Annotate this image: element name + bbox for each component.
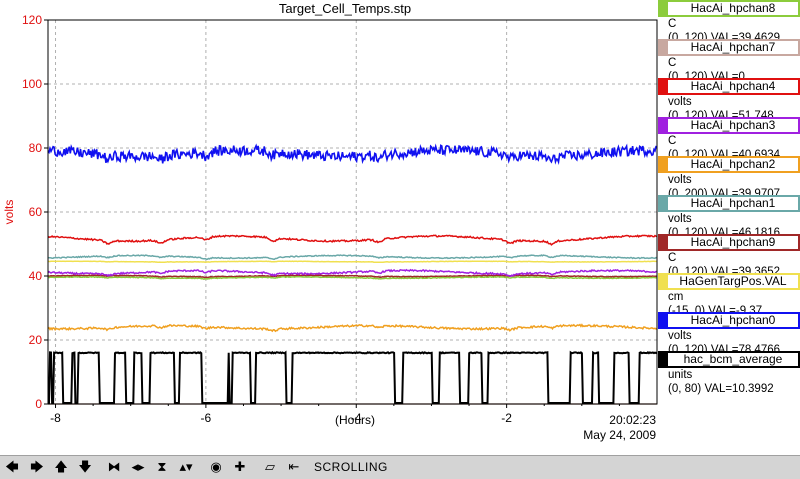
legend-unit: units: [668, 369, 693, 381]
y-tick-label: 120: [22, 13, 42, 27]
legend-entry[interactable]: HacAi_hpchan2 volts (0, 200) VAL=39.9707: [658, 156, 800, 201]
zoom-in-horizontal-icon[interactable]: ⧓: [107, 460, 121, 475]
series-line-hac-bcm-average: [48, 350, 658, 404]
x-tick-label: -6: [201, 411, 212, 425]
zoom-in-vertical-icon[interactable]: ⧗: [157, 460, 167, 475]
legend-entry[interactable]: hac_bcm_average units (0, 80) VAL=10.3992: [658, 351, 800, 396]
arrow-right-icon[interactable]: 🡆: [30, 460, 44, 475]
legend-series-name[interactable]: HacAi_hpchan2: [658, 156, 800, 173]
reset-zoom-icon[interactable]: ◉: [210, 460, 222, 475]
legend-series-name[interactable]: HaGenTargPos.VAL: [658, 273, 800, 290]
legend-range: (0, 80): [668, 383, 702, 395]
legend-series-name[interactable]: HacAi_hpchan3: [658, 117, 800, 134]
x-axis: -8 -6 -4 -2: [50, 404, 620, 425]
toolbar: 🡄 🡆 🡅 🡇 ⧓ ◂▸ ⧗ ▴▾ ◉ ✚ ⏥ ⇤ SCROLLING: [0, 455, 800, 479]
series-line-hacai-hpchan0: [47, 143, 658, 166]
legend-entry[interactable]: HacAi_hpchan7 C (0, 120) VAL=0: [658, 39, 800, 84]
grid: [48, 20, 657, 404]
legend-unit: volts: [668, 213, 692, 225]
y-axis-label: volts: [2, 200, 16, 225]
y-tick-label: 100: [22, 77, 42, 91]
chart-title: Target_Cell_Temps.stp: [279, 1, 411, 16]
y-tick-label: 0: [35, 397, 42, 411]
arrow-up-icon[interactable]: 🡅: [54, 460, 68, 475]
series-layer: [47, 143, 658, 405]
series-line-hacai-hpchan9: [47, 274, 658, 279]
autoscale-icon[interactable]: ⏥: [265, 460, 275, 475]
legend-unit: volts: [668, 330, 692, 342]
series-line-hacai-hpchan8: [47, 275, 658, 280]
legend-series-name[interactable]: HacAi_hpchan7: [658, 39, 800, 56]
legend-range-value: (0, 80) VAL=10.3992: [658, 382, 800, 396]
series-line-hacai-hpchan2: [47, 323, 658, 333]
x-axis-label: (Hours): [335, 413, 375, 427]
arrow-down-icon[interactable]: 🡇: [78, 460, 92, 475]
legend-series-name[interactable]: HacAi_hpchan8: [658, 0, 800, 17]
legend-series-name[interactable]: HacAi_hpchan0: [658, 312, 800, 329]
y-axis: 0 20 40 60 80 100 120: [22, 13, 48, 411]
date-label: May 24, 2009: [583, 428, 656, 442]
legend-unit: C: [668, 57, 677, 69]
chart-area: Target_Cell_Temps.stp 0 20 40 60 80 100 120 -8…: [2, 1, 658, 442]
time-label: 20:02:23: [609, 413, 656, 427]
legend-series-name[interactable]: HacAi_hpchan9: [658, 234, 800, 251]
y-tick-label: 80: [29, 141, 43, 155]
y-tick-label: 60: [29, 205, 43, 219]
legend-entry[interactable]: HacAi_hpchan3 C (0, 120) VAL=40.6934: [658, 117, 800, 162]
add-marker-icon[interactable]: ✚: [234, 460, 246, 475]
legend-unit: C: [668, 18, 677, 30]
legend-series-name[interactable]: HacAi_hpchan4: [658, 78, 800, 95]
legend-unit: C: [668, 135, 677, 147]
series-line-hacai-hpchan1: [47, 254, 658, 261]
y-tick-label: 20: [29, 333, 43, 347]
zoom-out-horizontal-icon[interactable]: ◂▸: [131, 460, 145, 475]
legend-unit: volts: [668, 174, 692, 186]
zoom-out-vertical-icon[interactable]: ▴▾: [179, 460, 193, 475]
legend-unit: C: [668, 252, 677, 264]
legend-series-name[interactable]: hac_bcm_average: [658, 351, 800, 368]
series-line-hacai-hpchan3: [47, 268, 658, 278]
series-line-hacai-hpchan4: [47, 234, 658, 246]
arrow-left-icon[interactable]: 🡄: [5, 460, 19, 475]
scroll-status: SCROLLING: [314, 460, 388, 474]
x-tick-label: -8: [50, 411, 61, 425]
legend-unit: volts: [668, 96, 692, 108]
legend-current-value: VAL=10.3992: [704, 383, 774, 395]
x-tick-label: -4: [351, 411, 362, 425]
y-tick-label: 40: [29, 269, 43, 283]
legend-series-name[interactable]: HacAi_hpchan1: [658, 195, 800, 212]
x-tick-label: -2: [501, 411, 512, 425]
legend-unit: cm: [668, 291, 684, 303]
series-line-hagentargpos-val: [47, 260, 658, 264]
undo-zoom-icon[interactable]: ⇤: [288, 460, 300, 475]
